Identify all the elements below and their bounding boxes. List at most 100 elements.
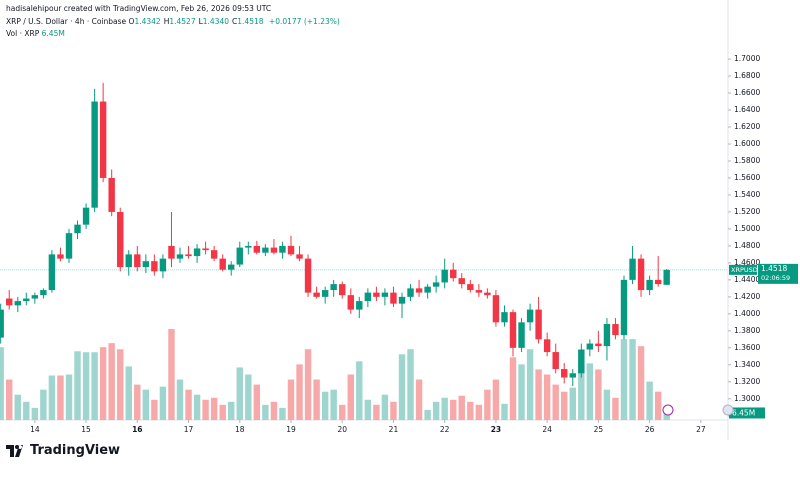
volume-bar <box>31 407 39 420</box>
candle-body <box>14 301 21 306</box>
y-tick-label: 1.4000 <box>734 309 760 318</box>
candle-body <box>262 247 269 253</box>
candle-body <box>407 288 414 297</box>
candle-body <box>202 248 209 251</box>
volume-bar <box>99 347 107 420</box>
ohlc-value: 1.4342 <box>134 17 161 26</box>
volume-bar <box>561 391 568 420</box>
volume-bar <box>287 379 295 420</box>
candle-body <box>270 247 278 253</box>
volume-bar <box>270 401 278 420</box>
volume-bar <box>475 404 483 420</box>
volume-bar <box>586 363 594 420</box>
volume-bar <box>501 403 508 420</box>
x-tick-label: 23 <box>491 425 501 434</box>
volume-bar <box>0 347 4 420</box>
candle-body <box>654 279 662 285</box>
volume-bar <box>6 379 13 420</box>
volume-bar <box>125 366 132 420</box>
ohlc-key: L <box>198 17 203 26</box>
volume-bar <box>612 397 619 420</box>
volume-bar <box>202 399 209 420</box>
brand-name: TradingView <box>30 443 121 458</box>
candle-body <box>279 245 286 253</box>
volume-bar <box>526 349 534 420</box>
candle-body <box>0 309 4 338</box>
candle-body <box>595 343 602 347</box>
volume-bar <box>339 404 346 420</box>
candle-body <box>296 254 303 259</box>
x-tick-label: 24 <box>542 425 552 434</box>
volume-bar <box>14 394 21 420</box>
y-tick-label: 1.6000 <box>734 139 760 148</box>
volume-bar <box>176 379 184 420</box>
ohlc-value: 1.4518 <box>237 17 264 26</box>
volume-bar <box>23 401 30 420</box>
volume-bar <box>629 339 636 420</box>
volume-bar <box>424 409 431 420</box>
candle-body <box>82 207 90 225</box>
volume-bar <box>134 384 141 420</box>
candle-body <box>23 298 30 302</box>
y-tick-label: 1.5000 <box>734 224 760 233</box>
ohlc-value: 1.4340 <box>202 17 230 26</box>
candle-body <box>484 292 491 296</box>
candle-body <box>193 248 201 257</box>
volume-bar <box>40 389 47 420</box>
candle-body <box>535 309 542 340</box>
candle-body <box>117 211 124 268</box>
symbol-tag: XRPUSD <box>731 266 758 274</box>
brand[interactable]: TradingView <box>6 443 120 458</box>
volume-bar <box>450 399 457 420</box>
volume-bar <box>185 389 192 420</box>
candle-body <box>398 296 406 304</box>
ohlc-value: 1.4527 <box>169 17 196 26</box>
y-tick-label: 1.5400 <box>734 190 760 199</box>
volume-title: Vol · XRP <box>6 29 40 38</box>
volume-bar <box>236 367 243 420</box>
volume-bar <box>432 401 440 420</box>
volume-bar <box>253 384 261 420</box>
candle-body <box>356 301 363 310</box>
volume-bar <box>210 397 218 420</box>
y-tick-label: 1.7000 <box>734 54 760 63</box>
volume-bar <box>151 399 158 420</box>
x-tick-label: 16 <box>132 425 142 434</box>
volume-bar <box>620 339 628 420</box>
volume-bar <box>535 369 542 420</box>
candle-body <box>347 295 354 310</box>
ohlc-key: H <box>163 17 170 26</box>
volume-bar <box>569 387 576 420</box>
volume-bar <box>57 375 64 420</box>
candle-body <box>381 292 389 297</box>
x-tick-label: 18 <box>235 425 245 434</box>
candle-body <box>339 284 346 296</box>
candle-body <box>168 245 175 259</box>
volume-bar <box>637 346 645 420</box>
candle-body <box>450 269 457 279</box>
volume-bar <box>415 379 423 420</box>
y-tick-label: 1.6400 <box>734 105 760 114</box>
chart: 1.28001.30001.32001.34001.36001.38001.40… <box>0 0 798 440</box>
volume-bar <box>193 394 201 420</box>
candle-body <box>373 292 380 297</box>
volume-bar <box>296 364 303 420</box>
ohlc-key: C <box>232 17 238 26</box>
volume-bar <box>441 397 448 420</box>
y-tick-label: 1.4400 <box>734 275 760 284</box>
candle-body <box>492 295 500 323</box>
candle-body <box>646 279 653 291</box>
countdown: 02:06:59 <box>761 274 790 282</box>
candle-body <box>210 250 218 259</box>
candle-body <box>108 177 115 212</box>
x-tick-label: 26 <box>645 425 655 434</box>
candle-body <box>586 343 594 350</box>
y-tick-label: 1.5800 <box>734 156 760 165</box>
candle-body <box>330 284 337 291</box>
x-tick-label: 15 <box>81 425 91 434</box>
volume-label: 6.45M <box>732 408 755 417</box>
y-tick-label: 1.4200 <box>734 292 760 301</box>
last-price-bg <box>758 263 798 284</box>
candle-body <box>185 254 192 257</box>
